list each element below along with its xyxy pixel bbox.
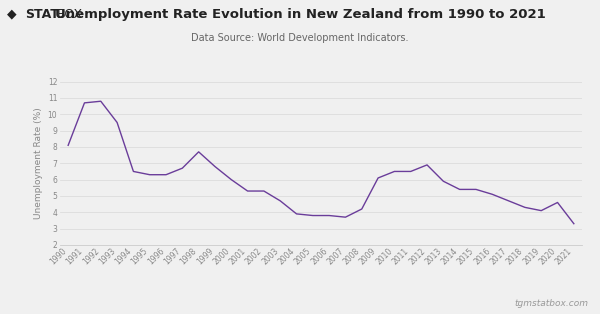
Text: Unemployment Rate Evolution in New Zealand from 1990 to 2021: Unemployment Rate Evolution in New Zeala… [55,8,545,21]
Text: ◆: ◆ [7,8,17,21]
Text: BOX: BOX [57,8,83,21]
Text: Data Source: World Development Indicators.: Data Source: World Development Indicator… [191,33,409,43]
Y-axis label: Unemployment Rate (%): Unemployment Rate (%) [34,107,43,219]
Text: tgmstatbox.com: tgmstatbox.com [514,299,588,308]
Text: STAT: STAT [25,8,59,21]
Legend: New Zealand: New Zealand [279,311,363,314]
